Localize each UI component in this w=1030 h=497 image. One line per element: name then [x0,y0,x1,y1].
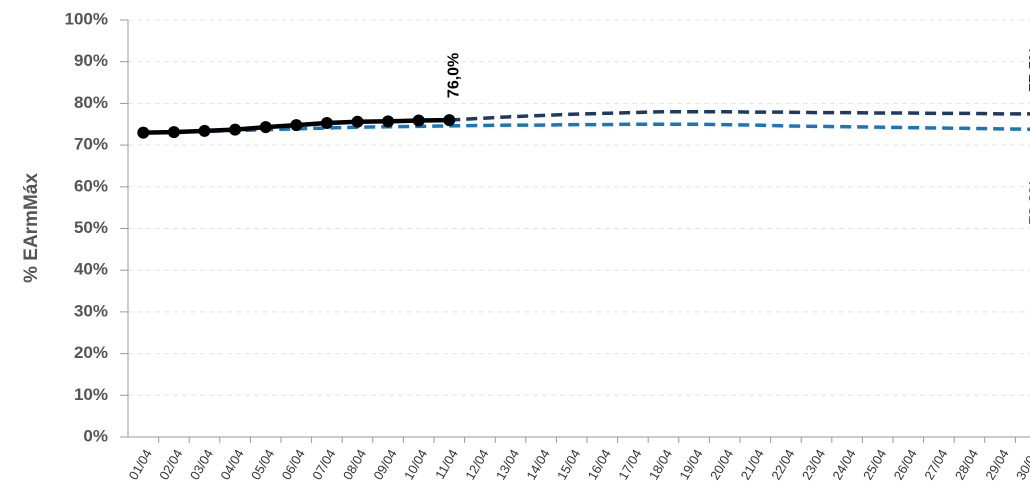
data-label: 76,0% [446,53,463,98]
point [198,124,211,137]
point [382,115,395,128]
x-tick-label: 27/04 [921,447,950,483]
x-tick-label: 20/04 [707,447,736,483]
y-axis-label: % EArmMáx [21,173,42,283]
x-tick-label: 29/04 [982,447,1011,483]
point [412,114,425,127]
x-tick-label: 10/04 [401,447,430,483]
y-tick-label: 60% [74,176,108,195]
x-tick-label: 01/04 [126,447,155,483]
y-tick-label: 100% [65,9,108,28]
data-label: 73,8% [1027,179,1030,224]
point [259,121,272,134]
y-tick-label: 0% [83,426,108,445]
x-tick-label: 22/04 [768,447,797,483]
series-line [143,122,1030,135]
x-tick-label: 26/04 [891,447,920,483]
x-tick-label: 25/04 [860,447,889,483]
x-tick-label: 13/04 [493,447,522,483]
series-line [449,109,1030,122]
data-label: 77,5% [1027,46,1030,91]
y-tick-label: 70% [74,135,108,154]
x-tick-label: 08/04 [340,447,369,483]
x-tick-label: 16/04 [585,447,614,483]
point [443,114,456,127]
x-tick-label: 17/04 [615,447,644,483]
point [229,123,242,136]
point [290,119,303,132]
x-tick-label: 11/04 [432,447,461,482]
y-tick-label: 80% [74,93,108,112]
x-tick-label: 15/04 [554,447,583,483]
x-tick-label: 30/04 [1013,447,1030,483]
y-tick-label: 90% [74,51,108,70]
x-tick-label: 14/04 [523,447,552,483]
x-tick-label: 23/04 [799,447,828,483]
y-tick-label: 50% [74,218,108,237]
x-tick-label: 12/04 [462,447,491,483]
x-tick-label: 02/04 [156,447,185,483]
point [351,115,364,128]
x-tick-label: 03/04 [187,447,216,483]
x-tick-label: 07/04 [309,447,338,483]
y-tick-label: 30% [74,301,108,320]
x-tick-label: 18/04 [646,447,675,483]
x-tick-label: 09/04 [370,447,399,483]
x-tick-label: 05/04 [248,447,277,483]
point [320,116,333,129]
x-tick-label: 28/04 [952,447,981,483]
y-tick-label: 20% [74,343,108,362]
x-tick-label: 19/04 [676,447,705,483]
point [167,126,180,139]
y-tick-label: 40% [74,260,108,279]
point [137,126,150,139]
x-tick-label: 04/04 [217,447,246,483]
y-tick-label: 10% [74,385,108,404]
x-tick-label: 06/04 [279,447,308,483]
x-tick-label: 24/04 [829,447,858,483]
x-tick-label: 21/04 [738,447,767,483]
